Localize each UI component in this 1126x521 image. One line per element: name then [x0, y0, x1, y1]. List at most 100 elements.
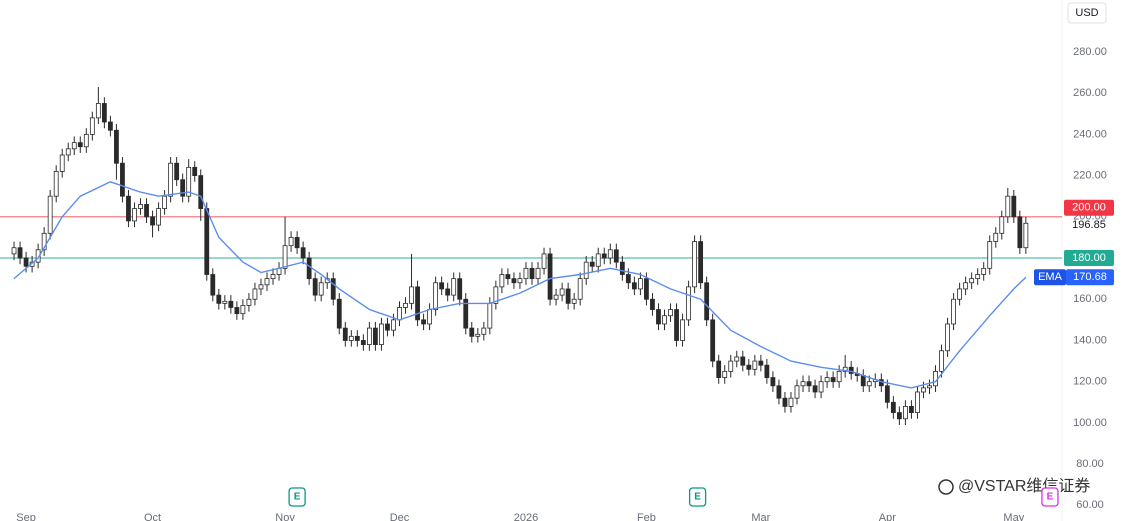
x-tick-label: Sep: [16, 512, 36, 521]
x-tick-label: Apr: [879, 512, 896, 521]
candle-body: [493, 286, 499, 304]
candle-body: [547, 253, 553, 300]
ema-name-box: [1034, 269, 1066, 286]
y-tick-label: 100.00: [1073, 417, 1107, 429]
candle-body: [782, 397, 788, 407]
candle-body: [264, 278, 270, 286]
candle-body: [385, 323, 390, 331]
y-tick-label: 260.00: [1073, 87, 1107, 99]
candle-body: [77, 142, 83, 148]
candle-body: [258, 284, 264, 290]
watermark-text: @VSTAR维信证券: [958, 477, 1090, 495]
candle-body: [987, 241, 993, 269]
candle-body: [625, 274, 631, 284]
ema-value-box: [1066, 269, 1114, 286]
candle-body: [101, 103, 107, 123]
candle-body: [354, 335, 360, 341]
candle-body: [674, 309, 679, 341]
candle-body: [336, 298, 342, 329]
candle-body: [884, 385, 890, 403]
price-label: 200.00: [1072, 202, 1106, 214]
candle-body: [216, 294, 222, 304]
candle-body: [433, 282, 439, 310]
x-tick-label: Nov: [275, 512, 295, 521]
candle-body: [650, 298, 655, 310]
candle-body: [330, 278, 336, 300]
candle-body: [487, 302, 493, 329]
candle-body: [619, 261, 625, 275]
candle-body: [553, 294, 559, 300]
candle-body: [415, 286, 420, 321]
candle-body: [11, 247, 17, 255]
candle-body: [589, 261, 595, 267]
candle-body: [427, 309, 433, 325]
candle-body: [138, 204, 143, 209]
candle-body: [909, 406, 914, 413]
candle-body: [740, 356, 746, 366]
candle-body: [366, 327, 372, 345]
candle-body: [240, 305, 246, 315]
candle-body: [535, 267, 541, 280]
candle-body: [210, 274, 216, 296]
candle-body: [770, 377, 776, 387]
candle-body: [848, 366, 854, 374]
candle-body: [511, 278, 517, 284]
candle-body: [565, 288, 571, 304]
y-tick-label: 160.00: [1073, 293, 1107, 305]
candle-body: [59, 154, 65, 172]
candle-body: [656, 309, 661, 325]
candle-body: [192, 166, 198, 176]
candle-body: [764, 364, 770, 378]
candle-body: [120, 162, 125, 197]
candle-body: [342, 327, 348, 341]
candle-body: [921, 387, 926, 393]
candle-body: [644, 278, 649, 300]
y-tick-label: 80.00: [1076, 458, 1104, 470]
y-tick-label: 220.00: [1073, 169, 1107, 181]
x-tick-label: May: [1003, 512, 1024, 521]
candle-body: [204, 208, 210, 275]
candle-body: [963, 282, 969, 290]
candle-body: [812, 385, 818, 393]
candle-body: [409, 286, 414, 304]
last-price-label: 196.85: [1072, 219, 1106, 231]
currency-box: [1067, 2, 1107, 24]
candle-body: [445, 288, 451, 296]
candle-body: [758, 360, 764, 366]
candle-body: [981, 267, 987, 275]
x-tick-label: Oct: [144, 512, 161, 521]
candle-body: [156, 208, 161, 226]
candle-body: [559, 288, 565, 296]
candle-body: [1023, 222, 1029, 249]
candle-body: [403, 302, 408, 308]
candle-body: [692, 241, 698, 288]
candle-body: [788, 397, 794, 407]
candle-body: [939, 350, 944, 372]
candle-body: [186, 166, 192, 197]
candle-body: [583, 261, 589, 280]
candle-body: [704, 282, 710, 321]
earnings-label: E: [1047, 492, 1054, 503]
candle-body: [505, 274, 511, 280]
candle-body: [168, 162, 174, 197]
candle-body: [126, 195, 131, 222]
candle-body: [824, 377, 830, 383]
candle-body: [927, 385, 932, 389]
candle-body: [397, 307, 402, 321]
candle-body: [180, 179, 186, 197]
earnings-icon: [288, 487, 306, 507]
candle-body: [162, 195, 168, 209]
candle-body: [150, 216, 155, 226]
candle-body: [710, 319, 716, 362]
candle-body: [595, 253, 601, 267]
x-tick-label: Feb: [637, 512, 656, 521]
x-tick-label: Dec: [390, 512, 410, 521]
candle-body: [734, 356, 740, 362]
candle-body: [951, 298, 956, 325]
candles: [11, 86, 1029, 425]
candle-body: [915, 391, 920, 413]
candle-body: [481, 327, 487, 335]
candle-body: [469, 327, 475, 337]
candle-body: [71, 142, 77, 150]
